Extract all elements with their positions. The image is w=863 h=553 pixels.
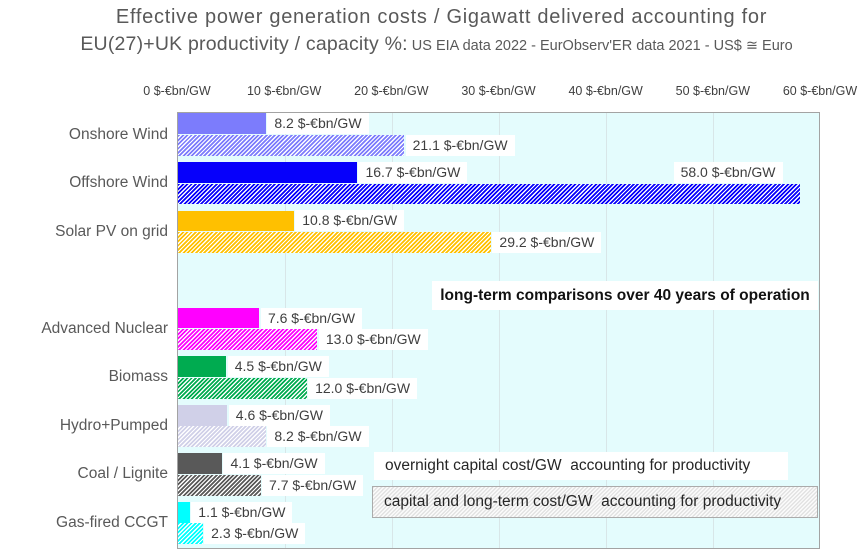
x-tick-label-0: 0 $-€bn/GW — [143, 84, 211, 98]
legend-overnight-capital-cost: overnight capital cost/GW accounting for… — [374, 452, 788, 480]
value-label-solid-advanced-nuclear: 7.6 $-€bn/GW — [260, 307, 363, 329]
chart-title: Effective power generation costs / Gigaw… — [0, 4, 863, 60]
chart-title-line2: EU(27)+UK productivity / capacity %: US … — [0, 31, 863, 60]
category-label-solar-pv-on-grid: Solar PV on grid — [55, 222, 168, 240]
bar-hatched-offshore-wind — [178, 183, 800, 205]
value-label-solid-gas-fired-ccgt: 1.1 $-€bn/GW — [191, 501, 293, 523]
chart-title-line2-detail: US EIA data 2022 - EurObserv'ER data 202… — [407, 38, 793, 54]
gridline-50 — [713, 112, 715, 548]
category-label-coal-lignite: Coal / Lignite — [77, 465, 168, 483]
category-label-hydro-pumped: Hydro+Pumped — [59, 416, 168, 434]
value-label-solid-biomass: 4.5 $-€bn/GW — [227, 356, 329, 378]
bar-hatched-advanced-nuclear — [178, 329, 318, 351]
bar-solid-offshore-wind — [178, 161, 357, 183]
value-label-hatched-offshore-wind: 58.0 $-€bn/GW — [673, 161, 783, 183]
bar-hatched-biomass — [178, 377, 307, 399]
value-label-solid-coal-lignite: 4.1 $-€bn/GW — [223, 453, 325, 475]
chart-title-line2-main: EU(27)+UK productivity / capacity %: — [80, 33, 408, 55]
bar-solid-hydro-pumped — [178, 404, 228, 426]
value-label-hatched-biomass: 12.0 $-€bn/GW — [308, 377, 418, 399]
category-label-biomass: Biomass — [108, 368, 168, 386]
gridline-40 — [606, 112, 608, 548]
bar-solid-coal-lignite — [178, 453, 222, 475]
x-tick-label-10: 10 $-€bn/GW — [246, 84, 322, 98]
value-label-hatched-solar-pv-on-grid: 29.2 $-€bn/GW — [492, 232, 602, 253]
category-label-onshore-wind: Onshore Wind — [68, 125, 168, 143]
value-label-solid-offshore-wind: 16.7 $-€bn/GW — [358, 161, 468, 183]
x-tick-label-50: 50 $-€bn/GW — [675, 84, 750, 98]
value-label-hatched-coal-lignite: 7.7 $-€bn/GW — [262, 474, 364, 496]
category-label-offshore-wind: Offshore Wind — [69, 174, 168, 192]
annotation-long-term-comparisons: long-term comparisons over 40 years of o… — [432, 281, 818, 310]
value-label-hatched-gas-fired-ccgt: 2.3 $-€bn/GW — [204, 523, 306, 545]
legend-capital-long-term-cost: capital and long-term cost/GW accounting… — [372, 486, 818, 518]
x-tick-label-60: 60 $-€bn/GW — [782, 84, 858, 98]
value-label-hatched-advanced-nuclear: 13.0 $-€bn/GW — [318, 329, 428, 351]
value-label-solid-solar-pv-on-grid: 10.8 $-€bn/GW — [295, 210, 405, 232]
bar-hatched-gas-fired-ccgt — [178, 523, 203, 545]
gridline-30 — [499, 112, 500, 548]
bar-solid-solar-pv-on-grid — [178, 210, 294, 232]
value-label-solid-onshore-wind: 8.2 $-€bn/GW — [267, 113, 369, 135]
category-label-gas-fired-ccgt: Gas-fired CCGT — [56, 513, 168, 531]
x-tick-label-20: 20 $-€bn/GW — [354, 84, 429, 98]
value-label-hatched-onshore-wind: 21.1 $-€bn/GW — [405, 134, 515, 156]
bar-solid-advanced-nuclear — [178, 307, 260, 329]
x-tick-label-30: 30 $-€bn/GW — [461, 84, 536, 98]
bar-hatched-onshore-wind — [178, 135, 405, 156]
category-label-advanced-nuclear: Advanced Nuclear — [41, 319, 168, 337]
bar-hatched-coal-lignite — [178, 474, 261, 496]
chart-title-line1: Effective power generation costs / Gigaw… — [115, 6, 768, 28]
bar-solid-onshore-wind — [178, 113, 266, 135]
x-tick-label-40: 40 $-€bn/GW — [568, 84, 643, 98]
bar-hatched-hydro-pumped — [178, 426, 266, 448]
value-label-hatched-hydro-pumped: 8.2 $-€bn/GW — [267, 426, 369, 448]
bar-solid-gas-fired-ccgt — [178, 501, 190, 523]
bar-hatched-solar-pv-on-grid — [178, 232, 491, 253]
bar-solid-biomass — [178, 356, 227, 377]
value-label-solid-hydro-pumped: 4.6 $-€bn/GW — [228, 404, 330, 426]
